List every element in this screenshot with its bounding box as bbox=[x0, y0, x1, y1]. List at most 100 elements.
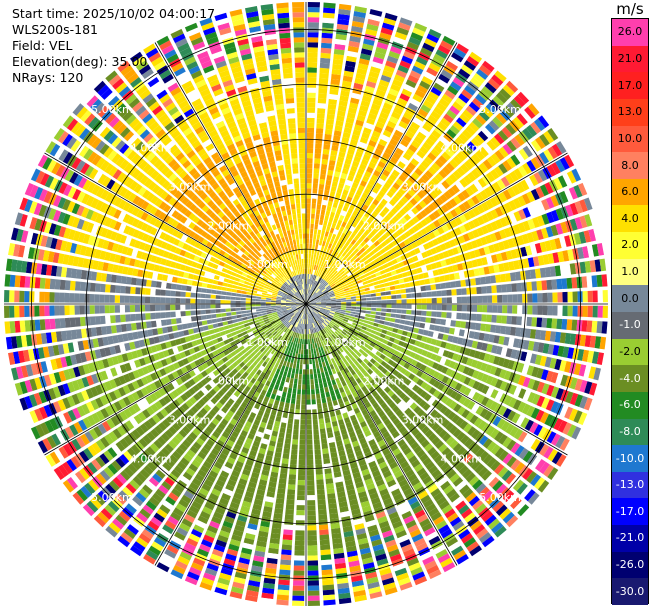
velocity-bin bbox=[460, 163, 470, 174]
velocity-bin bbox=[307, 505, 316, 511]
velocity-bin bbox=[470, 359, 478, 368]
velocity-bin bbox=[342, 189, 349, 196]
velocity-bin bbox=[307, 495, 316, 501]
velocity-bin bbox=[404, 282, 411, 288]
velocity-bin bbox=[314, 158, 321, 164]
velocity-bin bbox=[425, 337, 433, 344]
velocity-bin bbox=[481, 373, 489, 383]
velocity-bin bbox=[317, 265, 321, 271]
velocity-bin bbox=[338, 151, 346, 158]
velocity-bin bbox=[547, 449, 558, 462]
velocity-bin bbox=[505, 123, 517, 135]
velocity-bin bbox=[351, 20, 364, 28]
velocity-bin bbox=[411, 185, 420, 193]
velocity-bin bbox=[370, 372, 377, 379]
velocity-bin bbox=[475, 192, 485, 203]
velocity-bin bbox=[384, 256, 391, 263]
velocity-bin bbox=[455, 136, 466, 147]
velocity-bin bbox=[320, 209, 326, 216]
velocity-bin bbox=[458, 271, 465, 279]
velocity-bin bbox=[452, 336, 459, 344]
velocity-bin bbox=[319, 387, 325, 394]
velocity-bin bbox=[381, 375, 388, 382]
velocity-bin bbox=[480, 323, 487, 332]
velocity-bin bbox=[415, 239, 423, 247]
velocity-bin bbox=[360, 240, 367, 247]
velocity-bin bbox=[335, 192, 342, 199]
velocity-bin bbox=[450, 390, 458, 399]
velocity-bin bbox=[279, 401, 285, 408]
velocity-bin bbox=[339, 289, 345, 293]
velocity-bin bbox=[422, 272, 429, 279]
velocity-bin bbox=[391, 309, 397, 313]
velocity-bin bbox=[494, 133, 505, 145]
velocity-bin bbox=[417, 422, 427, 431]
velocity-bin bbox=[289, 362, 294, 368]
velocity-bin bbox=[544, 414, 554, 426]
velocity-bin bbox=[512, 399, 522, 411]
velocity-bin bbox=[339, 324, 346, 329]
velocity-bin bbox=[306, 288, 308, 294]
velocity-bin bbox=[517, 375, 526, 386]
velocity-bin bbox=[535, 136, 546, 149]
velocity-bin bbox=[297, 480, 305, 486]
velocity-bin bbox=[364, 316, 370, 321]
velocity-bin bbox=[314, 281, 318, 286]
velocity-bin bbox=[404, 222, 412, 230]
velocity-bin bbox=[420, 187, 429, 196]
velocity-bin bbox=[427, 396, 436, 405]
velocity-bin bbox=[307, 590, 320, 596]
velocity-bin bbox=[530, 474, 542, 487]
velocity-bin bbox=[318, 524, 329, 531]
velocity-bin bbox=[345, 212, 352, 219]
velocity-bin bbox=[345, 324, 351, 329]
velocity-bin bbox=[278, 579, 290, 586]
velocity-bin bbox=[334, 213, 340, 220]
velocity-bin bbox=[386, 308, 392, 313]
velocity-bin bbox=[419, 80, 431, 90]
velocity-bin bbox=[307, 485, 315, 491]
velocity-bin bbox=[356, 231, 363, 238]
velocity-bin bbox=[532, 341, 540, 352]
velocity-bin bbox=[403, 50, 415, 60]
velocity-bin bbox=[355, 151, 363, 158]
velocity-bin bbox=[311, 304, 316, 305]
velocity-bin bbox=[468, 101, 480, 113]
velocity-bin bbox=[579, 379, 588, 393]
velocity-bin bbox=[349, 276, 356, 281]
velocity-bin bbox=[440, 319, 447, 326]
velocity-bin bbox=[508, 213, 517, 224]
velocity-bin bbox=[303, 349, 306, 355]
velocity-bin bbox=[337, 13, 350, 21]
velocity-bin bbox=[418, 355, 426, 363]
velocity-bin bbox=[329, 311, 335, 315]
velocity-bin bbox=[407, 257, 414, 264]
velocity-bin bbox=[541, 227, 549, 239]
velocity-bin bbox=[458, 132, 469, 143]
velocity-bin bbox=[314, 153, 321, 159]
velocity-bin bbox=[362, 175, 370, 183]
velocity-bin bbox=[328, 280, 334, 285]
velocity-bin bbox=[306, 449, 313, 455]
velocity-bin bbox=[280, 554, 292, 561]
velocity-bin bbox=[506, 140, 517, 152]
velocity-bin bbox=[424, 156, 434, 165]
velocity-bin bbox=[522, 258, 530, 268]
velocity-bin bbox=[349, 102, 359, 110]
velocity-bin bbox=[326, 488, 335, 495]
velocity-bin bbox=[320, 52, 331, 59]
velocity-bin bbox=[326, 278, 331, 283]
velocity-bin bbox=[466, 55, 480, 67]
velocity-bin bbox=[382, 206, 390, 214]
velocity-bin bbox=[277, 374, 283, 381]
velocity-bin bbox=[313, 434, 320, 440]
velocity-bin bbox=[496, 179, 506, 190]
velocity-bin bbox=[320, 296, 326, 300]
velocity-bin bbox=[342, 274, 348, 280]
velocity-bin bbox=[307, 600, 320, 606]
velocity-bin bbox=[309, 297, 314, 301]
velocity-bin bbox=[431, 297, 437, 304]
velocity-bin bbox=[537, 255, 545, 266]
velocity-bin bbox=[596, 352, 604, 365]
velocity-bin bbox=[380, 360, 388, 367]
